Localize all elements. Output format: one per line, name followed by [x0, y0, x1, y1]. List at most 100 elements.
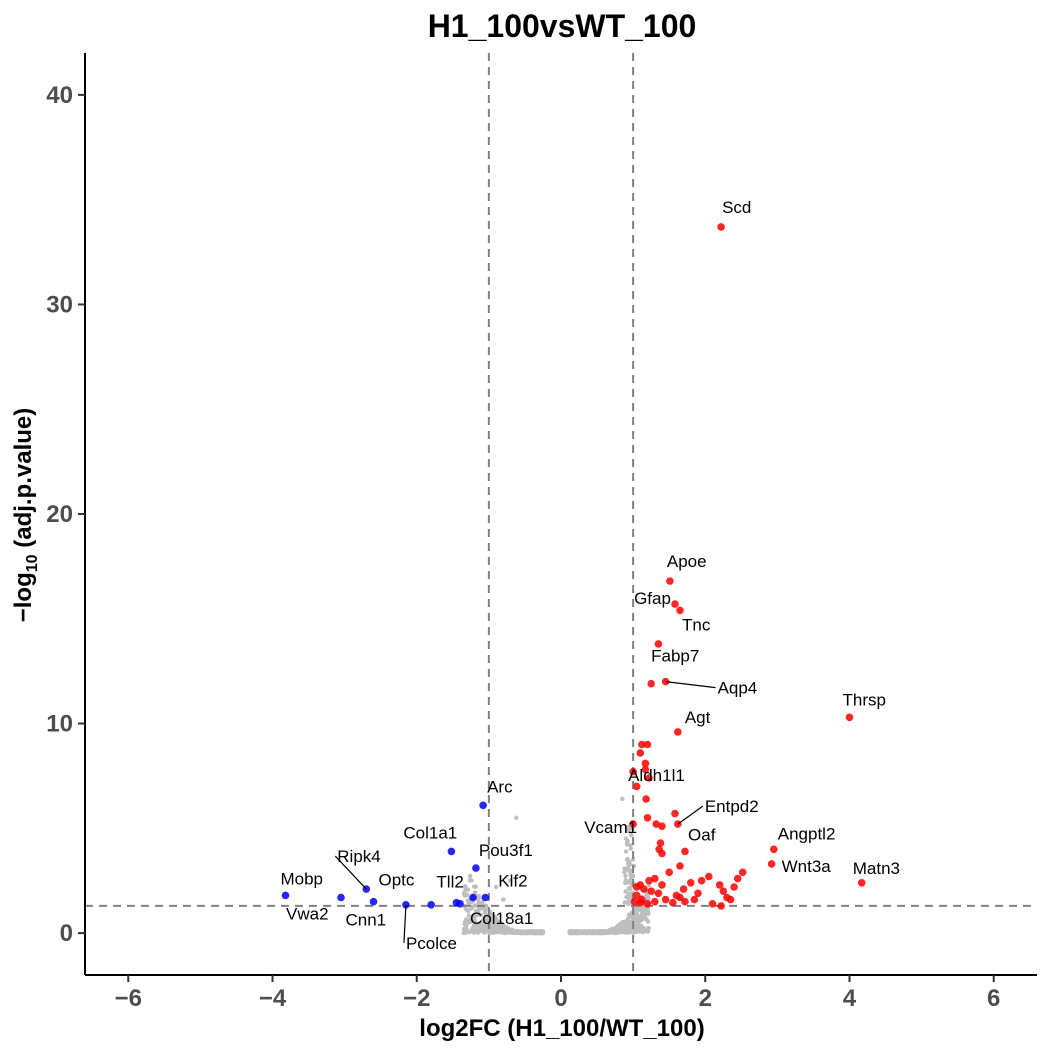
ns-point: [508, 878, 513, 883]
x-tick-label: −2: [403, 985, 430, 1012]
data-point: [479, 801, 487, 810]
ns-point: [463, 893, 468, 898]
x-tick-label: −4: [259, 985, 287, 1012]
ns-point: [623, 880, 628, 886]
ns-point: [628, 920, 633, 925]
ns-point: [476, 894, 481, 899]
ns-point: [638, 923, 644, 928]
ns-point: [631, 930, 636, 935]
ns-point: [484, 903, 489, 909]
ns-point: [624, 894, 629, 900]
data-point: [645, 876, 653, 885]
x-tick-label: 4: [843, 985, 857, 1012]
y-tick-label: 0: [60, 920, 73, 947]
data-point: [767, 860, 776, 868]
ns-point: [625, 838, 630, 843]
ns-point: [482, 925, 487, 930]
non-significant-points: [461, 796, 651, 936]
data-point: [719, 887, 728, 895]
ns-point: [468, 929, 473, 935]
gene-label: Arc: [487, 777, 513, 796]
data-point: [402, 901, 410, 909]
gene-labels: Scd Apoe Gfap Tnc Fabp7 Aqp4 Thrsp Agt Aldh1l1 En…: [280, 198, 899, 953]
ns-point: [622, 870, 627, 875]
gene-label: Vwa2: [286, 904, 329, 923]
data-point: [674, 820, 682, 828]
data-point: [643, 814, 652, 822]
gene-label: Gfap: [634, 589, 671, 608]
ns-point: [626, 861, 631, 866]
data-point: [671, 600, 679, 608]
gene-label: Fabp7: [651, 647, 699, 666]
ns-point: [624, 842, 630, 847]
data-point: [632, 883, 641, 891]
gene-label: Pcolce: [406, 934, 457, 953]
data-point: [642, 795, 650, 803]
data-point: [636, 749, 645, 757]
data-point: [672, 891, 681, 900]
data-point: [705, 872, 713, 881]
ns-point: [625, 828, 630, 834]
data-point: [651, 897, 659, 906]
data-point: [647, 679, 655, 688]
data-point: [671, 809, 679, 818]
data-point: [770, 845, 778, 854]
gene-label: Col1a1: [403, 823, 457, 842]
ns-point: [645, 929, 651, 934]
ns-point: [634, 924, 639, 929]
ns-point: [625, 856, 630, 862]
ns-point: [493, 884, 499, 890]
data-point: [640, 885, 648, 893]
data-point: [641, 765, 650, 774]
ns-point: [616, 925, 621, 930]
label-connector: [334, 855, 367, 890]
ns-point: [628, 846, 633, 851]
axes: −6 −4 −2 0 2 4 6 0 10 20 30 40: [46, 53, 1037, 1012]
ns-point: [470, 904, 475, 909]
data-point: [738, 868, 747, 877]
data-point: [658, 881, 666, 889]
gene-label: Agt: [685, 708, 711, 727]
ns-point: [623, 873, 628, 879]
gene-label: Ripk4: [337, 847, 380, 866]
data-point: [481, 893, 490, 902]
data-point: [652, 820, 660, 828]
ns-point: [463, 928, 468, 934]
data-point: [658, 849, 666, 858]
data-point: [697, 876, 706, 885]
gene-label: Vcam1: [584, 818, 637, 837]
ns-point: [645, 926, 651, 931]
ns-point: [472, 890, 478, 895]
ns-point: [489, 913, 495, 919]
gene-label: Thrsp: [842, 690, 885, 709]
ns-point: [483, 912, 488, 917]
ns-point: [645, 919, 651, 924]
gene-label: Pou3f1: [479, 841, 533, 860]
ns-point: [634, 907, 640, 912]
ns-point: [642, 912, 648, 918]
data-point: [654, 889, 663, 898]
gene-label: Col18a1: [470, 909, 533, 928]
chart-title: H1_100vsWT_100: [428, 8, 697, 44]
x-axis-title: log2FC (H1_100/WT_100): [419, 1015, 704, 1042]
ns-point: [481, 906, 486, 911]
ns-point: [635, 919, 641, 924]
ns-point: [644, 909, 650, 914]
gene-label: Oaf: [688, 825, 716, 844]
ns-point: [492, 930, 497, 935]
ns-point: [602, 929, 607, 935]
ns-point: [464, 923, 469, 929]
data-point: [469, 893, 477, 902]
ns-point: [626, 868, 631, 873]
ns-point: [480, 900, 485, 905]
y-tick-label: 40: [46, 82, 73, 109]
data-point: [717, 223, 725, 231]
y-tick-label: 20: [46, 501, 73, 528]
ns-point: [628, 843, 633, 848]
data-point: [717, 902, 725, 910]
gene-label: Optc: [378, 871, 414, 890]
ns-point: [569, 929, 574, 934]
ns-point: [497, 921, 502, 927]
ns-point: [474, 913, 479, 918]
